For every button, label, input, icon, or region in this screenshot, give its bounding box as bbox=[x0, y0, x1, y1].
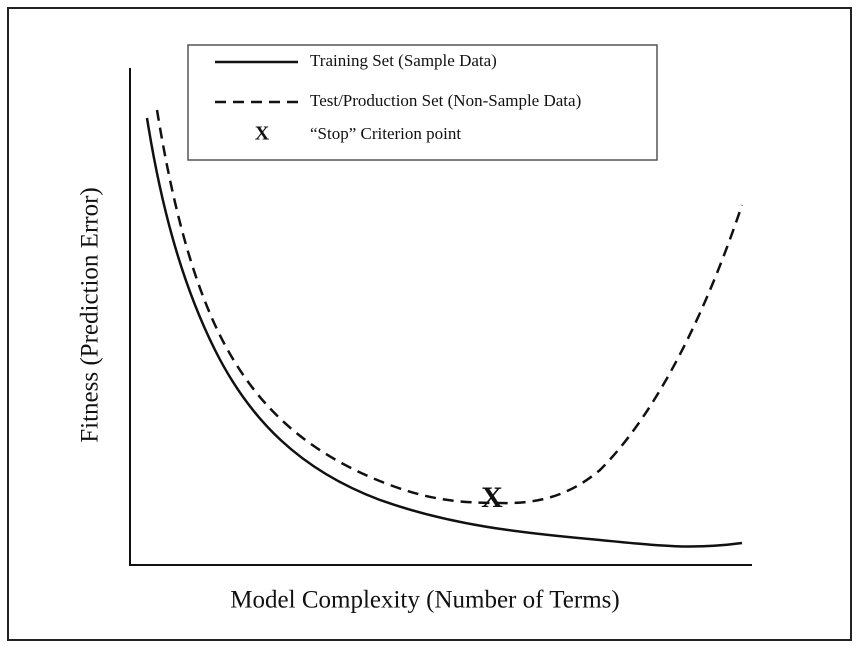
legend-symbol: X bbox=[255, 123, 270, 145]
x-axis-label: Model Complexity (Number of Terms) bbox=[230, 587, 619, 614]
legend-box bbox=[187, 44, 658, 161]
y-axis-label: Fitness (Prediction Error) bbox=[77, 187, 104, 443]
stop-marker: X bbox=[481, 481, 503, 514]
legend-label: “Stop” Criterion point bbox=[310, 124, 461, 143]
test-curve bbox=[155, 109, 744, 505]
legend-label: Test/Production Set (Non-Sample Data) bbox=[310, 91, 581, 110]
training-curve bbox=[145, 117, 743, 548]
legend-label: Training Set (Sample Data) bbox=[310, 51, 497, 70]
